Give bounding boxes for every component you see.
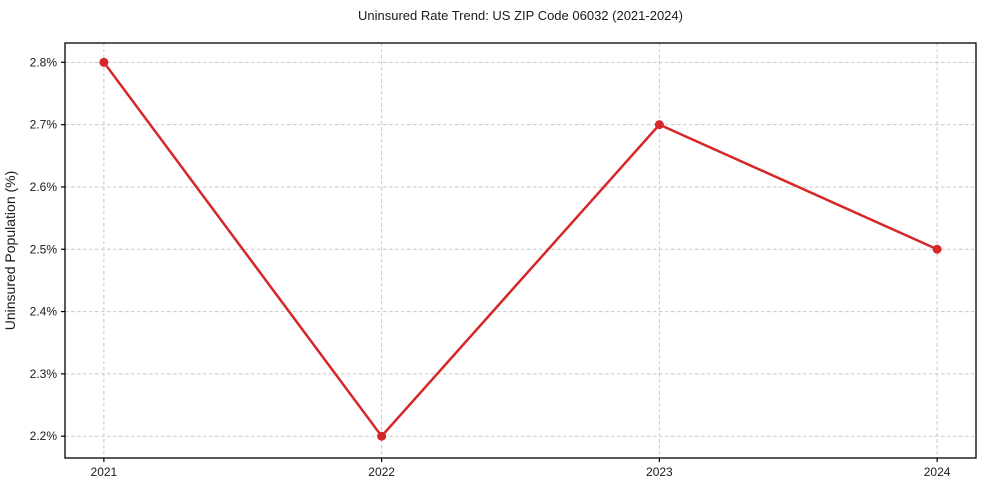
plot-border: [64, 42, 977, 459]
trend-line: [102, 61, 939, 438]
data-point: [377, 431, 387, 441]
y-tick-label: 2.4%: [30, 305, 58, 319]
y-tick-label: 2.2%: [30, 429, 58, 443]
y-tick-label: 2.6%: [30, 180, 58, 194]
y-tick-label: 2.7%: [30, 118, 58, 132]
x-tick-label: 2023: [646, 465, 673, 479]
x-tick-label: 2022: [368, 465, 395, 479]
gridlines: [65, 43, 976, 458]
y-tick-label: 2.5%: [30, 242, 58, 256]
data-series: [99, 57, 942, 441]
y-axis-title: Uninsured Population (%): [2, 171, 18, 331]
x-tick-label: 2024: [924, 465, 951, 479]
data-point: [654, 120, 664, 130]
axes: 2021 2022 2023 2024 2.2% 2.3% 2.4% 2.5% 2.6% 2.7%…: [30, 42, 977, 479]
chart-title: Uninsured Rate Trend: US ZIP Code 06032 …: [358, 8, 683, 23]
y-tick-label: 2.3%: [30, 367, 58, 381]
data-point: [99, 57, 109, 67]
data-point: [932, 244, 942, 254]
x-tick-label: 2021: [91, 465, 118, 479]
y-tick-label: 2.8%: [30, 55, 58, 69]
